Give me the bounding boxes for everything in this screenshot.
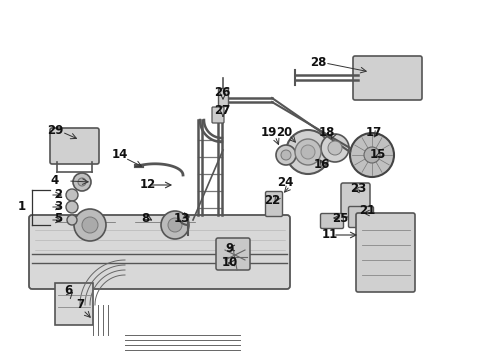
Circle shape <box>285 130 329 174</box>
FancyBboxPatch shape <box>29 215 289 289</box>
Text: 12: 12 <box>140 179 156 192</box>
Text: 18: 18 <box>318 126 334 139</box>
Text: 29: 29 <box>47 123 63 136</box>
FancyBboxPatch shape <box>265 192 282 216</box>
Text: 8: 8 <box>141 211 149 225</box>
Text: 19: 19 <box>260 126 277 139</box>
Text: 24: 24 <box>276 176 293 189</box>
Text: 7: 7 <box>76 298 84 311</box>
Bar <box>55 283 93 325</box>
Text: 11: 11 <box>321 229 337 242</box>
Text: 21: 21 <box>358 203 374 216</box>
Text: 28: 28 <box>309 55 325 68</box>
Circle shape <box>66 189 78 201</box>
Text: 26: 26 <box>213 86 230 99</box>
Text: 15: 15 <box>369 148 386 162</box>
Text: 2: 2 <box>54 189 62 202</box>
Circle shape <box>66 201 78 213</box>
Circle shape <box>161 211 189 239</box>
FancyBboxPatch shape <box>50 128 99 164</box>
Text: 9: 9 <box>225 242 234 255</box>
Circle shape <box>320 134 348 162</box>
Text: 25: 25 <box>331 211 347 225</box>
Text: 6: 6 <box>64 284 72 297</box>
FancyBboxPatch shape <box>355 213 414 292</box>
Text: 20: 20 <box>275 126 291 139</box>
Circle shape <box>82 217 98 233</box>
Text: 5: 5 <box>54 211 62 225</box>
Text: 3: 3 <box>54 201 62 213</box>
Circle shape <box>349 133 393 177</box>
Text: 1: 1 <box>18 201 26 213</box>
FancyBboxPatch shape <box>212 107 224 123</box>
Text: 27: 27 <box>213 104 230 117</box>
FancyBboxPatch shape <box>320 213 343 229</box>
Circle shape <box>74 209 106 241</box>
Circle shape <box>168 218 182 232</box>
Circle shape <box>363 147 379 163</box>
Text: 23: 23 <box>349 181 366 194</box>
Circle shape <box>73 173 91 191</box>
Text: 10: 10 <box>222 256 238 270</box>
Text: 13: 13 <box>174 211 190 225</box>
Circle shape <box>275 145 295 165</box>
Circle shape <box>294 139 320 165</box>
Circle shape <box>281 150 290 160</box>
Bar <box>218 88 227 106</box>
Text: 17: 17 <box>365 126 381 139</box>
Circle shape <box>78 178 86 186</box>
Text: 16: 16 <box>313 158 329 171</box>
Text: 4: 4 <box>51 174 59 186</box>
Circle shape <box>67 215 77 225</box>
Text: 22: 22 <box>264 194 280 207</box>
FancyBboxPatch shape <box>348 207 373 228</box>
Circle shape <box>327 141 341 155</box>
Text: 14: 14 <box>112 148 128 162</box>
FancyBboxPatch shape <box>340 183 369 217</box>
Circle shape <box>301 145 314 159</box>
FancyBboxPatch shape <box>216 238 249 270</box>
FancyBboxPatch shape <box>352 56 421 100</box>
